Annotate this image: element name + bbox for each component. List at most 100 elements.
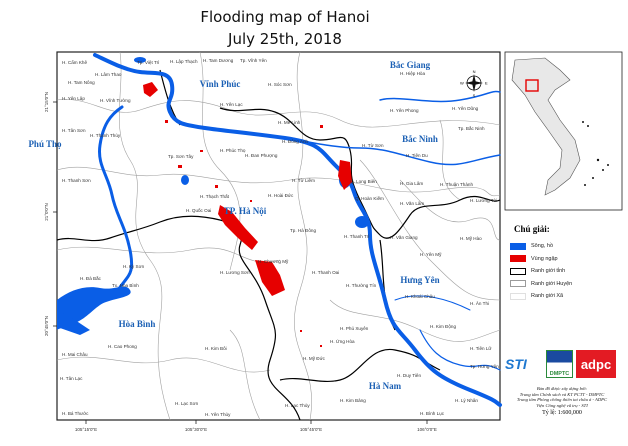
legend-swatch — [510, 242, 526, 250]
compass-e: E — [485, 81, 488, 86]
district-label: H. Mỹ Đức — [303, 356, 326, 361]
district-label: H. Khoái Châu — [405, 294, 435, 299]
district-label: H. Bá Thước — [62, 411, 89, 416]
legend-item-province-boundary: Ranh giới tỉnh — [510, 265, 625, 278]
credit-line: Trung tâm Chính sách và KT PCTT - DMPTC — [519, 391, 605, 397]
district-label: H. Kim Bôi — [205, 346, 227, 351]
y-tick-label: 20°45'0"N — [44, 316, 49, 336]
district-label: Tp. Hưng Yên — [470, 364, 499, 369]
district-label: H. Thanh Trì — [344, 234, 369, 239]
district-label: H. Lương Tài — [470, 198, 497, 203]
district-label: Tx. Hòa Bình — [112, 283, 139, 288]
legend-label: Ranh giới Xã — [531, 293, 564, 300]
flooded-areas — [143, 82, 352, 347]
dmptc-logo: DMPTC — [546, 350, 573, 378]
legend-item-water: Sông, hồ — [510, 240, 625, 253]
compass-s: S — [473, 93, 476, 98]
compass-n: N — [473, 69, 476, 74]
inset-locator-map — [504, 51, 623, 211]
district-label: H. Từ Liêm — [292, 178, 315, 183]
province-label: Hà Nam — [369, 381, 402, 391]
sti-logo: STI — [505, 356, 527, 372]
inset-hanoi-marker — [525, 79, 539, 92]
legend-label: Ranh giới Huyện — [531, 280, 573, 287]
district-label: H. Mai Châu — [62, 352, 88, 357]
district-label: H. Lạc Thủy — [285, 402, 310, 408]
adpc-logo: adpc — [576, 350, 616, 378]
district-label: H. Văn Lâm — [400, 201, 424, 206]
district-label: H. Yên Thủy — [205, 411, 231, 417]
legend-label: Sông, hồ — [531, 243, 554, 250]
district-label: H. Đan Phượng — [245, 153, 278, 158]
district-label: H. Phúc Thọ — [220, 148, 246, 153]
map-scale: Tỷ lệ: 1:600,000 — [542, 410, 582, 416]
map-title-line1: Flooding map of Hanoi — [200, 8, 370, 26]
district-label: H. Mỹ Hào — [460, 236, 482, 241]
district-label: H. Từ Sơn — [362, 143, 384, 148]
legend-label: Ranh giới tỉnh — [531, 268, 566, 275]
district-label: H. Thanh Oai — [312, 270, 339, 275]
district-label: H. Đà Bắc — [80, 275, 102, 281]
x-tick-label: 105°15'0"E — [75, 427, 97, 432]
legend-item-flood: Vùng ngập — [510, 253, 625, 266]
district-label: H. Kim Động — [430, 324, 456, 329]
district-label: Tp. Sơn Tây — [168, 154, 194, 159]
district-label: H. Thạch Thất — [200, 194, 230, 199]
credit-line: Viện Công nghệ vũ trụ - STI — [536, 402, 588, 408]
district-label: H. Kỳ Sơn — [123, 264, 145, 269]
graticule-ticks — [53, 101, 428, 424]
district-boundaries — [56, 51, 501, 421]
district-label: H. Lập Thạch — [170, 59, 198, 64]
district-label: H. Tam Dương — [203, 58, 234, 63]
district-label: H. Lương Sơn — [220, 270, 250, 275]
district-label: H. Hoài Đức — [268, 193, 294, 198]
district-label: H. Yên Mỹ — [420, 252, 442, 257]
district-label: H. Bình Lục — [420, 411, 445, 416]
x-tick-label: 106°0'0"E — [417, 427, 437, 432]
district-label: Tp. Việt Trì — [137, 60, 159, 65]
district-label: H. Thanh Sơn — [62, 178, 91, 183]
legend-item-district-boundary: Ranh giới Huyện — [510, 278, 625, 291]
y-tick-label: 21°0'0"N — [44, 203, 49, 221]
x-tick-label: 105°45'0"E — [300, 427, 322, 432]
compass-w: W — [460, 81, 464, 86]
district-label: H. Yên Dũng — [452, 106, 479, 111]
district-label: H. Duy Tiên — [397, 373, 421, 378]
district-label: H. Sóc Sơn — [268, 82, 292, 87]
rivers-lakes — [93, 53, 502, 407]
district-label: H. Thanh Thủy — [90, 132, 121, 138]
district-label: H. Gia Lâm — [400, 181, 423, 186]
district-label: H. Mê Linh — [278, 120, 301, 125]
legend-title: Chú giải: — [514, 224, 550, 234]
district-label: H. Tam Nông — [68, 80, 95, 85]
province-label: Hòa Bình — [119, 319, 156, 329]
district-label: H. Đông Anh — [282, 139, 308, 144]
hoa-binh-reservoir — [56, 286, 131, 330]
district-label: H. Tân Lạc — [60, 376, 83, 381]
district-label: H. Quốc Oai — [186, 208, 211, 213]
province-label: Bắc Ninh — [402, 134, 438, 144]
province-label: Phú Thọ — [28, 139, 62, 149]
district-label: Tp. Vĩnh Yên — [240, 58, 267, 63]
province-label: Hưng Yên — [400, 275, 439, 285]
district-label: H. Phú Xuyên — [340, 326, 369, 331]
district-label: H. Ân Thi — [470, 300, 489, 306]
district-label: H. Thuận Thành — [440, 182, 473, 187]
district-label: H. Lý Nhân — [455, 398, 478, 403]
district-label: H. Yên Lạc — [220, 102, 243, 107]
district-label: H. Lạc Sơn — [175, 401, 199, 406]
district-label: H. Yên Phong — [390, 108, 419, 113]
district-label: H. Văn Giang — [390, 235, 418, 240]
credit-line: Trung tâm Phòng chống thiên tai châu á -… — [516, 397, 608, 403]
legend-swatch — [510, 280, 526, 288]
district-label: H. Yên Lập — [62, 96, 85, 101]
map-title-line2: July 25th, 2018 — [228, 30, 342, 48]
district-label: H. Tiên Du — [406, 153, 428, 158]
province-label: Vĩnh Phúc — [200, 79, 241, 89]
x-tick-label: 105°30'0"E — [185, 427, 207, 432]
district-label: H. Cao Phong — [108, 344, 137, 349]
province-label: TP. Hà Nội — [224, 206, 267, 216]
district-label: Q. Hoàn Kiếm — [355, 196, 384, 201]
district-label: Tp. Hà Đông — [290, 228, 316, 233]
legend-label: Vùng ngập — [531, 255, 558, 262]
